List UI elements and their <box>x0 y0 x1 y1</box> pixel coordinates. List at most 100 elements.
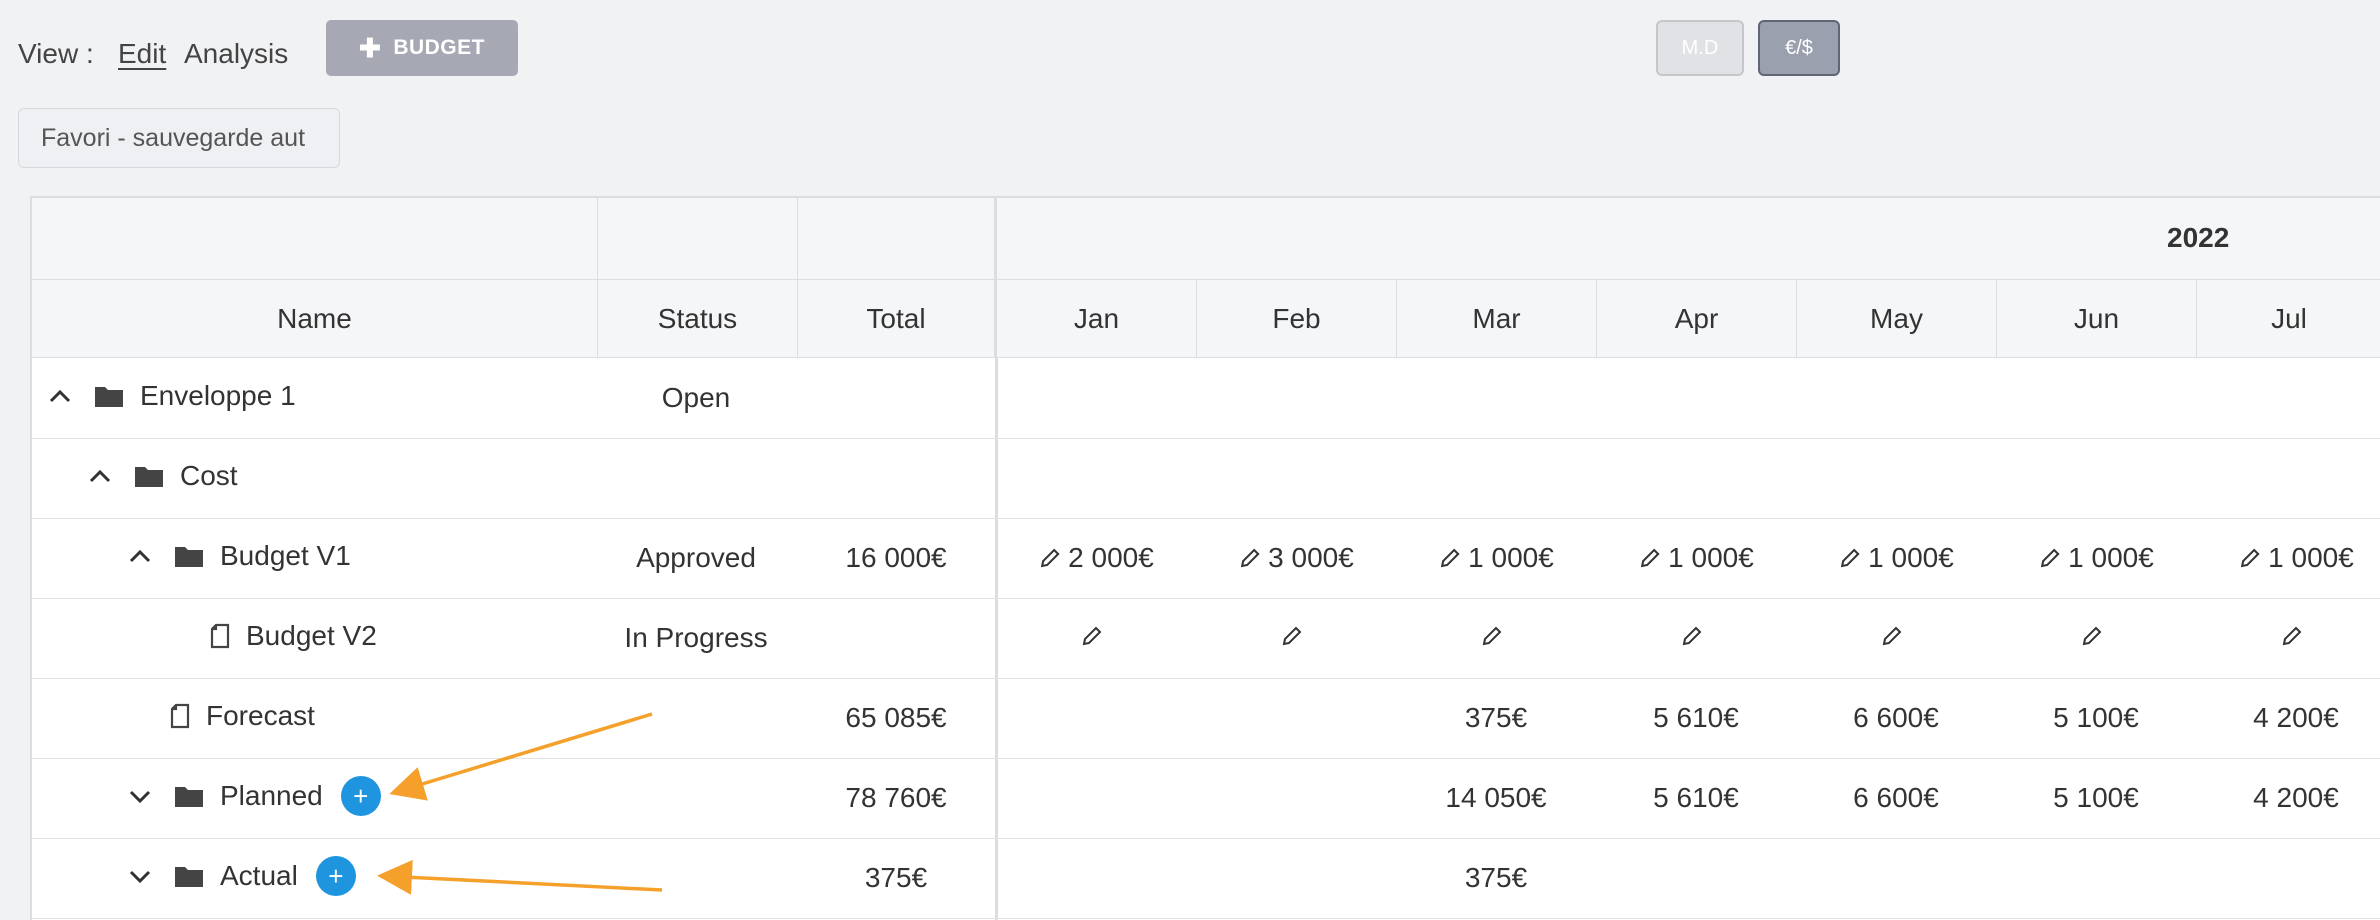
row-divider <box>32 518 2380 519</box>
column-header-jan[interactable]: Jan <box>997 280 1197 358</box>
column-header-feb[interactable]: Feb <box>1197 280 1397 358</box>
plus-icon: ✚ <box>359 33 382 63</box>
pencil-icon[interactable] <box>2280 624 2304 648</box>
table-row-budget-v2[interactable]: Budget V2 <box>210 620 377 652</box>
row-name: Enveloppe 1 <box>140 380 296 411</box>
pencil-icon[interactable] <box>1680 624 1704 648</box>
pencil-icon[interactable] <box>1480 624 1504 648</box>
column-header-mar[interactable]: Mar <box>1397 280 1597 358</box>
month-value: 1 000€ <box>1468 542 1554 573</box>
month-value: 6 600€ <box>1853 782 1939 813</box>
document-icon <box>210 623 230 649</box>
column-header-name[interactable]: Name <box>32 280 598 358</box>
pencil-icon[interactable] <box>1638 546 1662 570</box>
month-value: 1 000€ <box>2068 542 2154 573</box>
month-value: 5 610€ <box>1653 702 1739 733</box>
column-header-jun[interactable]: Jun <box>1997 280 2197 358</box>
folder-icon <box>175 867 203 887</box>
pencil-icon[interactable] <box>1080 624 1104 648</box>
currency-toggle-button[interactable]: €/$ <box>1758 20 1840 76</box>
row-name: Budget V2 <box>246 620 377 651</box>
add-actual-button[interactable]: + <box>315 856 356 896</box>
total-value: 16 000€ <box>845 542 947 573</box>
folder-icon <box>175 787 203 807</box>
row-name: Cost <box>180 460 238 491</box>
row-name: Budget V1 <box>220 540 351 571</box>
row-divider <box>32 678 2380 679</box>
pencil-icon[interactable] <box>1038 546 1062 570</box>
month-cell-editable[interactable]: 1 000€ <box>1838 542 1954 574</box>
add-budget-label: BUDGET <box>393 36 485 59</box>
total-column-divider <box>995 358 998 920</box>
year-header: 2022 <box>997 198 2380 280</box>
status-value: In Progress <box>624 622 768 653</box>
pencil-icon[interactable] <box>1280 624 1304 648</box>
table-row-budget-v1[interactable]: Budget V1 <box>128 540 351 572</box>
add-budget-button[interactable]: ✚ BUDGET <box>326 20 518 76</box>
table-row-planned[interactable]: Planned + <box>128 776 381 816</box>
chevron-up-icon[interactable] <box>48 386 72 406</box>
table-row-actual[interactable]: Actual + <box>128 856 356 896</box>
view-edit-link[interactable]: Edit <box>118 38 167 69</box>
month-cell-editable[interactable]: 1 000€ <box>2238 542 2354 574</box>
row-divider <box>32 598 2380 599</box>
month-value: 5 100€ <box>2053 702 2139 733</box>
month-value: 375€ <box>1464 702 1528 733</box>
month-value: 4 200€ <box>2253 702 2339 733</box>
chevron-up-icon[interactable] <box>88 466 112 486</box>
total-value: 78 760€ <box>845 782 947 813</box>
month-value: 14 050€ <box>1445 782 1547 813</box>
month-value: 4 200€ <box>2253 782 2339 813</box>
month-value: 5 610€ <box>1653 782 1739 813</box>
pencil-icon[interactable] <box>2238 546 2262 570</box>
month-value: 6 600€ <box>1853 702 1939 733</box>
budget-grid: 2022 Name Status Total Jan Feb Mar Apr M… <box>30 196 2380 920</box>
row-name: Planned <box>220 780 323 811</box>
row-divider <box>32 438 2380 439</box>
favorite-dropdown[interactable]: Favori - sauvegarde aut <box>18 108 340 168</box>
pencil-icon[interactable] <box>1880 624 1904 648</box>
total-value: 375€ <box>864 862 928 893</box>
month-cell-editable[interactable]: 2 000€ <box>1038 542 1154 574</box>
row-divider <box>32 838 2380 839</box>
column-header-apr[interactable]: Apr <box>1597 280 1797 358</box>
pencil-icon[interactable] <box>1838 546 1862 570</box>
md-toggle-button[interactable]: M.D <box>1656 20 1744 76</box>
total-value: 65 085€ <box>845 702 947 733</box>
row-divider <box>32 758 2380 759</box>
column-header-status[interactable]: Status <box>598 280 798 358</box>
status-value: Open <box>661 382 731 413</box>
column-header-total[interactable]: Total <box>798 280 997 358</box>
row-name: Actual <box>220 860 298 891</box>
pencil-icon[interactable] <box>1238 546 1262 570</box>
table-row-cost[interactable]: Cost <box>88 460 238 492</box>
chevron-down-icon[interactable] <box>128 866 152 886</box>
month-value: 2 000€ <box>1068 542 1154 573</box>
pencil-icon[interactable] <box>2038 546 2062 570</box>
month-cell-editable[interactable]: 3 000€ <box>1238 542 1354 574</box>
view-label: View : <box>18 38 94 69</box>
year-label: 2022 <box>2167 222 2230 253</box>
header-blank-name <box>32 198 598 280</box>
month-value: 3 000€ <box>1268 542 1354 573</box>
month-cell-editable[interactable]: 1 000€ <box>1438 542 1554 574</box>
chevron-down-icon[interactable] <box>128 786 152 806</box>
folder-icon <box>175 547 203 567</box>
pencil-icon[interactable] <box>2080 624 2104 648</box>
document-icon <box>170 703 190 729</box>
table-row-forecast[interactable]: Forecast <box>170 700 315 732</box>
add-planned-button[interactable]: + <box>340 776 381 816</box>
status-value: Approved <box>636 542 756 573</box>
column-header-may[interactable]: May <box>1797 280 1997 358</box>
month-value: 375€ <box>1464 862 1528 893</box>
pencil-icon[interactable] <box>1438 546 1462 570</box>
chevron-up-icon[interactable] <box>128 546 152 566</box>
month-value: 1 000€ <box>1868 542 1954 573</box>
table-row-enveloppe-1[interactable]: Enveloppe 1 <box>48 380 296 412</box>
view-analysis-link[interactable]: Analysis <box>184 38 289 69</box>
month-value: 1 000€ <box>2268 542 2354 573</box>
month-cell-editable[interactable]: 1 000€ <box>2038 542 2154 574</box>
column-header-jul[interactable]: Jul <box>2197 280 2380 358</box>
month-cell-editable[interactable]: 1 000€ <box>1638 542 1754 574</box>
folder-icon <box>95 387 123 407</box>
